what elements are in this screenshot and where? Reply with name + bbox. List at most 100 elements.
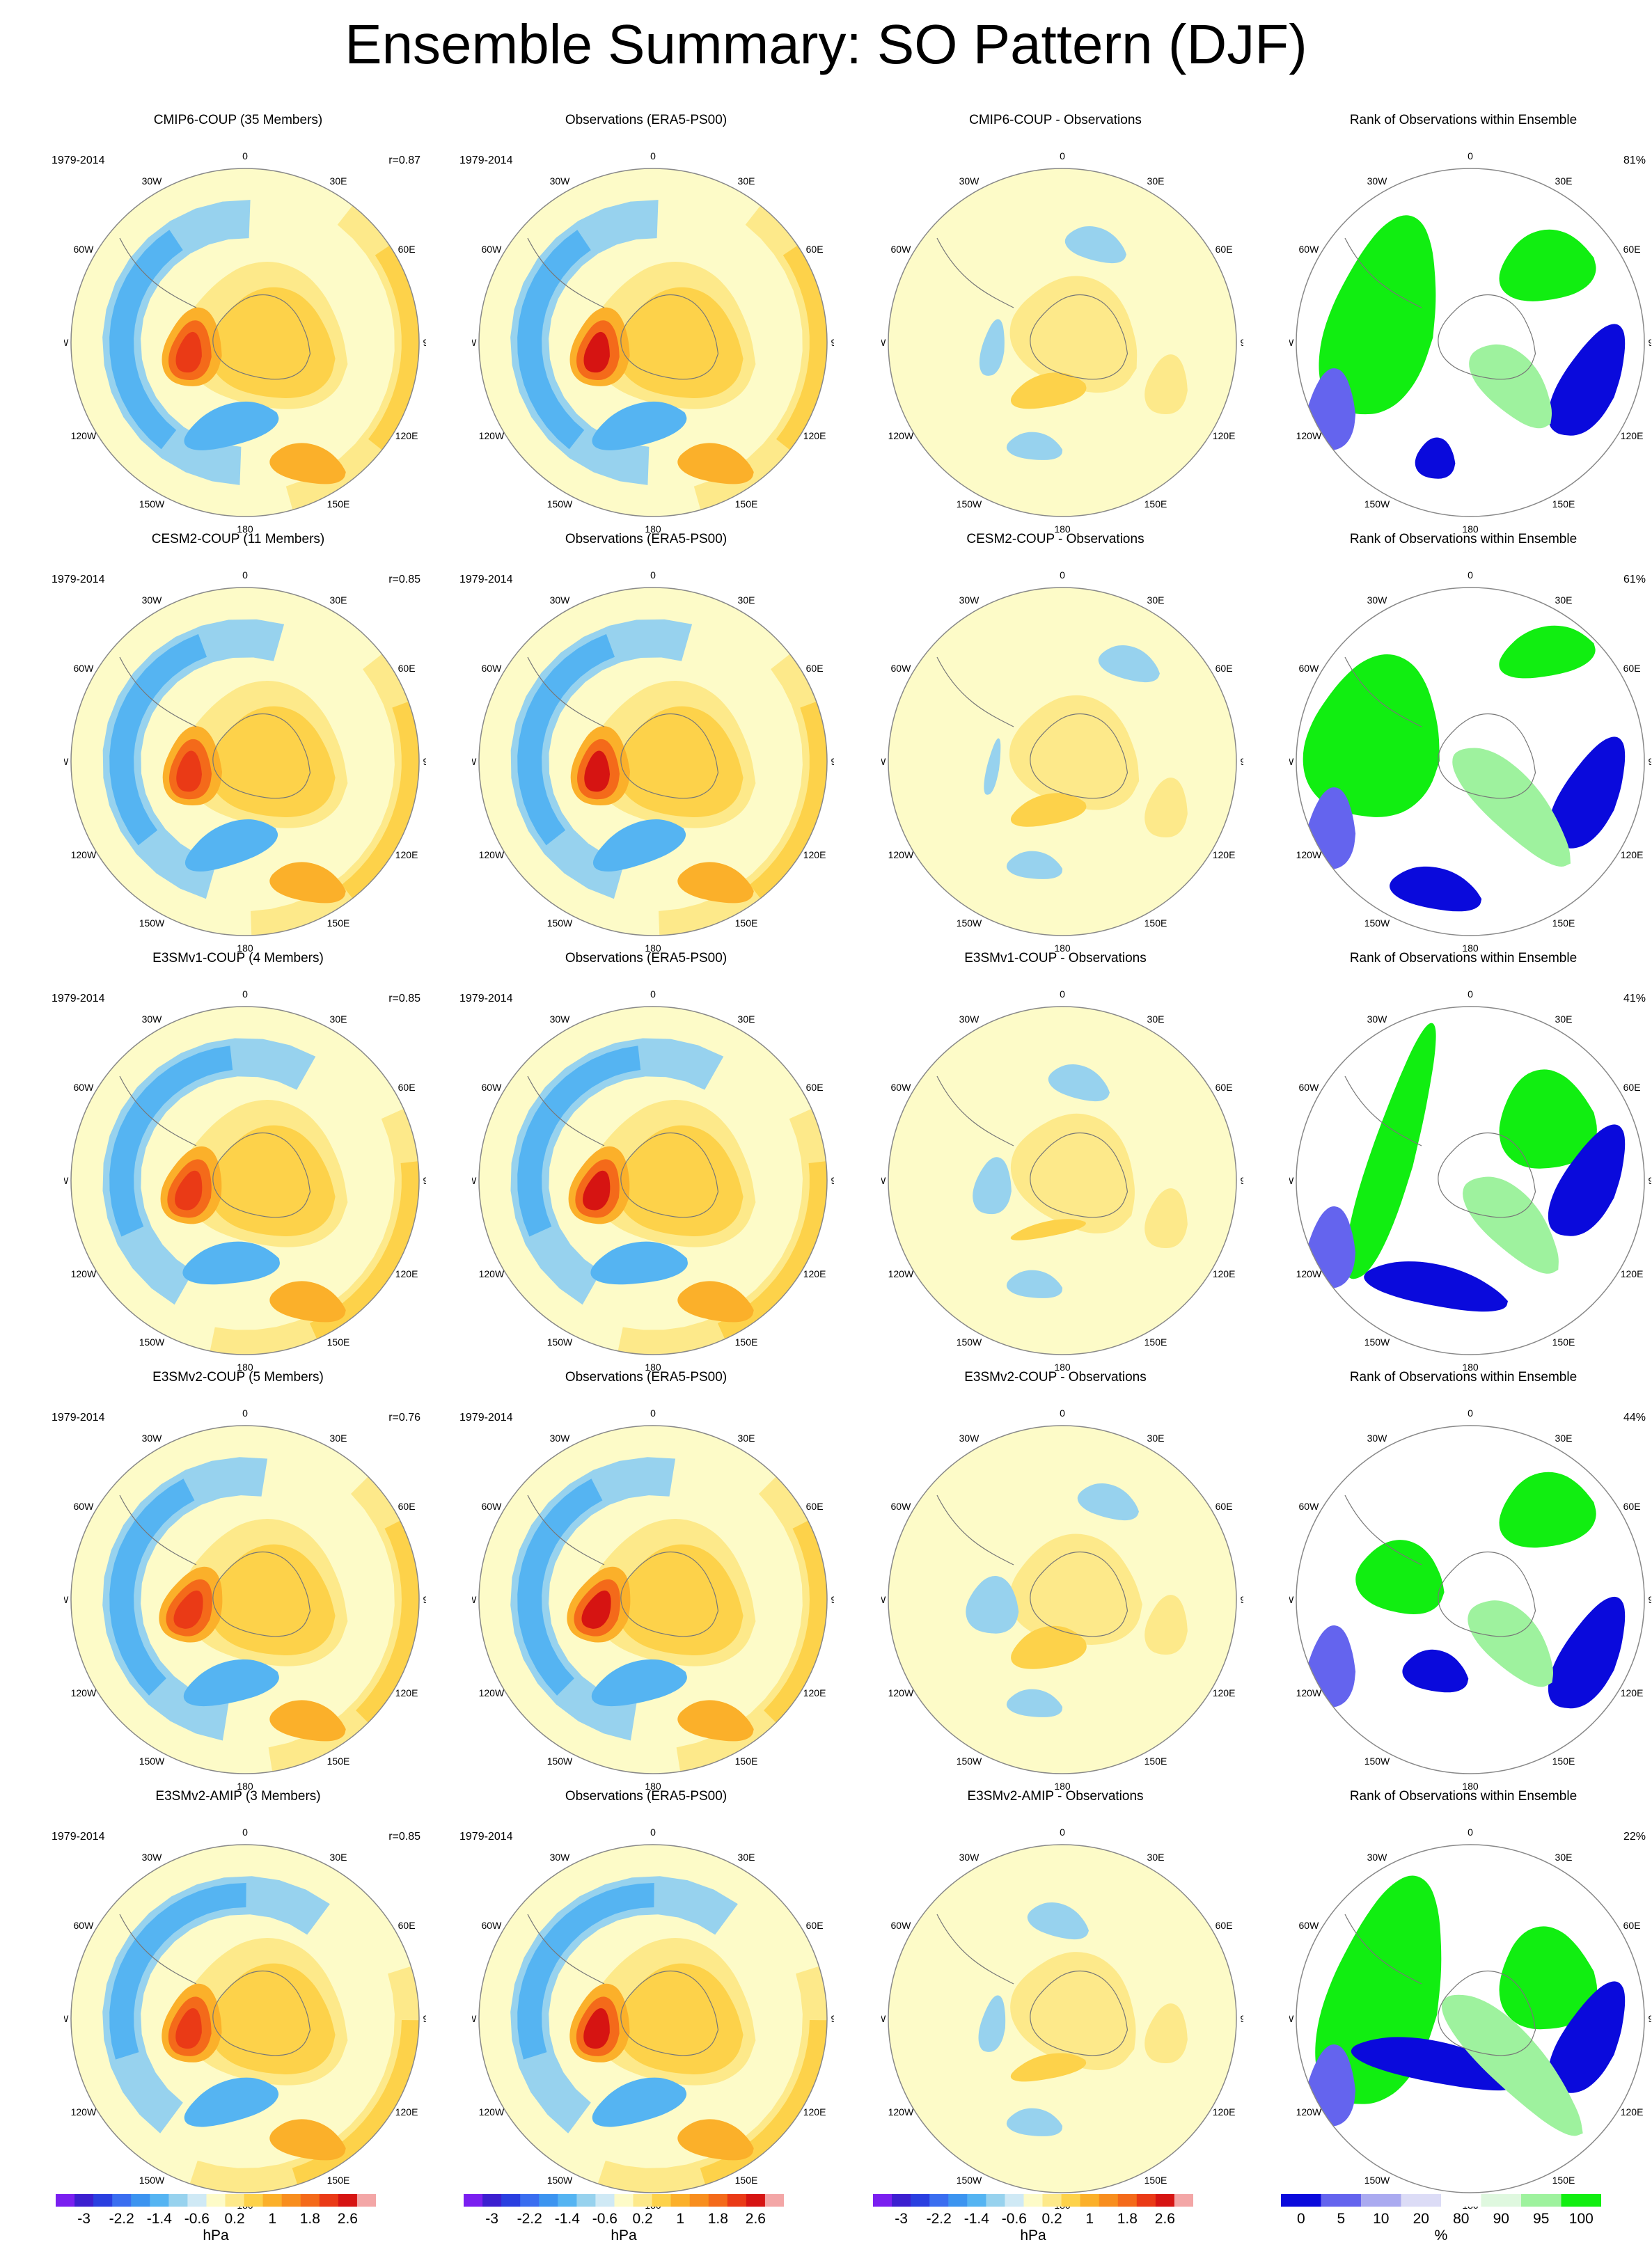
diff-negative-1 [973,1157,1012,1215]
longitude-label: 90E [1649,2013,1651,2024]
negative-anomaly-south [183,1659,279,1707]
panel-title: CESM2-COUP (11 Members) [151,532,325,546]
longitude-label: 90E [423,1175,426,1186]
longitude-label: 60E [1623,663,1641,674]
negative-anomaly-core [517,230,591,450]
colorbar-tick-label: 0.2 [1041,2211,1062,2227]
longitude-label: 150W [957,917,982,929]
longitude-label: 60W [1299,1501,1320,1512]
longitude-label: 120W [479,2106,505,2118]
south-america-coastline [1344,656,1422,727]
longitude-label: 120W [71,849,97,860]
map-border [888,1006,1237,1355]
panel-title: E3SMv2-COUP (5 Members) [152,1370,324,1385]
longitude-label: 150E [1552,498,1575,510]
longitude-label: 90W [472,756,477,767]
positive-anomaly-south [269,1281,346,1323]
longitude-label: 120E [803,1687,826,1698]
colorbar-unit-label: hPa [1020,2227,1046,2244]
map-panel: E3SMv1-COUP - Observations 0 30E 60E 90E 120E… [853,951,1257,1373]
colorbar-swatch [206,2194,226,2207]
colorbar-unit-label: % [1435,2227,1448,2244]
longitude-label: 30E [330,1014,347,1025]
colorbar-swatch [1080,2194,1100,2207]
longitude-label: 120E [1621,1687,1644,1698]
longitude-label: 0 [1468,1408,1473,1419]
longitude-label: 120W [479,1268,505,1279]
antarctica-coastline [1438,294,1536,380]
colorbar-tick-label: 1 [268,2211,276,2227]
south-america-coastline [936,656,1014,727]
colorbar-tick-label: -3 [485,2211,498,2227]
colorbar-tick-label: -3 [77,2211,91,2227]
longitude-label: 30W [959,1433,980,1444]
map-border [888,587,1237,936]
map-border [70,1844,420,2193]
diff-negative-3 [1006,851,1063,879]
longitude-label: 120W [1296,849,1322,860]
south-america-coastline [1344,1914,1422,1985]
longitude-label: 180 [1462,523,1479,535]
colorbar-swatch [93,2194,113,2207]
polar-map: 0 30E 60E 90E 120E 150E 180 150W 120W 90W 60W 30W [472,1408,834,1792]
positive-anomaly-south [677,443,754,484]
positive-anomaly-south [677,2119,754,2161]
rank-low-2 [1364,1261,1508,1312]
polar-high [617,1963,744,2075]
map-panel: Observations (ERA5-PS00) 1979-2014 0 30E 60E… [444,1370,848,1792]
map-panel: CMIP6-COUP - Observations 0 30E 60E 90E 120E 1… [853,113,1257,535]
stat-label: r=0.85 [388,993,420,1004]
longitude-label: 60E [1623,1920,1641,1931]
map-panel: CESM2-COUP - Observations 0 30E 60E 90E 120E 1… [853,532,1257,954]
period-label: 1979-2014 [459,1412,513,1424]
longitude-label: 30W [1367,1852,1388,1863]
longitude-label: 120E [803,849,826,860]
longitude-label: 30E [1555,1852,1573,1863]
longitude-label: 60W [74,244,95,255]
longitude-label: 120E [1213,430,1236,441]
longitude-label: 150W [957,1336,982,1348]
longitude-label: 120W [888,1687,914,1698]
longitude-label: 150W [1364,498,1390,510]
panel-title: CMIP6-COUP - Observations [969,113,1142,127]
colorbar-tick-label: -0.6 [592,2211,617,2227]
longitude-label: 0 [1060,150,1065,161]
antarctica-coastline [212,713,311,799]
colorbar-swatch [1099,2194,1119,2207]
pressure-center-3 [175,331,202,373]
longitude-label: 90W [64,1594,69,1605]
south-america-coastline [527,656,605,727]
longitude-label: 150W [957,1756,982,1767]
rank-high-3 [1463,1176,1559,1274]
longitude-label: 60W [891,244,912,255]
diff-negative-1 [979,319,1005,376]
longitude-label: 60W [891,1501,912,1512]
south-america-coastline [1344,1495,1422,1566]
period-label: 1979-2014 [52,155,105,166]
longitude-label: 150W [547,2175,573,2186]
longitude-label: 0 [1468,569,1473,581]
south-america-coastline [527,1075,605,1146]
longitude-label: 120E [395,1687,418,1698]
longitude-label: 120W [479,849,505,860]
colorbar-graphic: -3 -2.2 -1.4 -0.6 0.2 1 1.8 2.6 hPa [873,2194,1193,2244]
longitude-label: 150E [1552,2175,1575,2186]
south-america-coastline [936,1495,1014,1566]
map-panel: Observations (ERA5-PS00) 1979-2014 0 30E 60E… [444,532,848,954]
polar-map: 0 30E 60E 90E 120E 150E 180 150W 120W 90W 60W 30W [1289,1408,1651,1792]
colorbar-swatch [1155,2194,1175,2207]
longitude-label: 150W [1364,2175,1390,2186]
positive-anomaly-south [677,1281,754,1323]
map-panel: E3SMv1-COUP (4 Members) 1979-2014 r=0.85 0 3… [36,951,440,1373]
longitude-label: 90W [1289,756,1294,767]
colorbar-swatch [501,2194,521,2207]
longitude-label: 150W [1364,1756,1390,1767]
rank-low-2 [1415,437,1456,479]
longitude-label: 60W [1299,1920,1320,1931]
longitude-label: 60W [482,1501,503,1512]
longitude-label: 30W [1367,1433,1388,1444]
antarctica-coastline [620,1970,719,2056]
colorbar-tick-label: -1.4 [147,2211,173,2227]
colorbar-tick-label: -2.2 [927,2211,952,2227]
stat-label: 81% [1623,155,1646,166]
